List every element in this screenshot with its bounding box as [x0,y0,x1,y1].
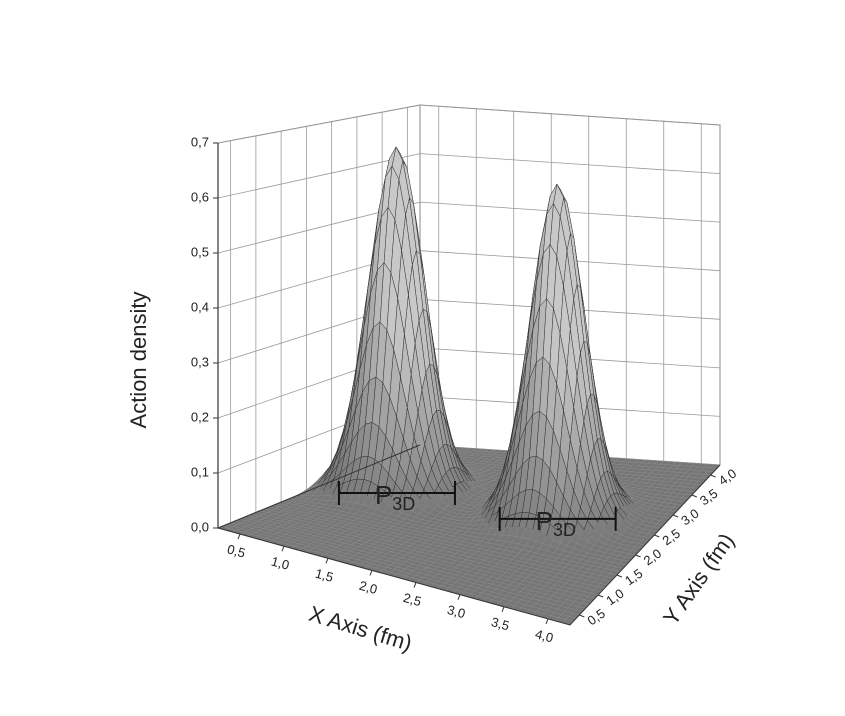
y-tick-label: 2,5 [659,526,682,549]
x-tick-label: 2,5 [402,590,423,609]
z-axis-title: Action density [126,292,151,429]
z-tick-label: 0,2 [191,409,209,424]
z-tick-label: 0,5 [191,244,209,259]
annotation-text: P [536,506,553,536]
walls [217,104,721,529]
x-tick-label: 1,0 [270,554,291,573]
annotation: P3D [536,506,576,540]
y-tick-label: 1,5 [622,566,645,589]
floor-edge [216,444,721,626]
y-tick [616,574,623,578]
grid-line [217,201,721,254]
surface [216,146,721,626]
annotation-text: P [375,480,392,510]
y-tick-label: 1,0 [603,586,626,609]
y-tick-label: 0,5 [584,606,607,629]
x-tick [413,582,417,588]
z-tick-label: 0,1 [191,464,209,479]
y-tick-label: 3,0 [678,506,701,529]
annotation-bracket [498,506,617,531]
y-tick [654,534,660,538]
grid-line [217,104,721,144]
x-tick [325,558,329,564]
y-tick-label: 4,0 [716,466,739,489]
y-tick [691,494,698,498]
x-tick [281,546,285,552]
y-tick [579,614,585,618]
x-tick [457,594,461,600]
z-tick-label: 0,4 [191,299,209,314]
x-tick [545,618,549,625]
annotation-sub: 3D [392,494,415,514]
x-tick-label: 1,5 [314,566,335,585]
x-tick [501,606,505,612]
annotation-sub: 3D [553,520,576,540]
annotation-bracket [337,480,456,505]
y-tick [710,474,716,478]
x-tick-label: 3,0 [446,602,467,621]
z-tick-label: 0,0 [191,519,209,534]
z-tick-label: 0,7 [191,134,209,149]
x-tick-label: 0,5 [226,541,247,560]
y-tick [635,554,641,558]
annotation: P3D [375,480,415,514]
y-tick-label: 3,5 [697,486,720,509]
x-tick [237,533,241,540]
z-tick-label: 0,3 [191,354,209,369]
x-axis-title: X Axis (fm) [306,601,415,656]
z-tick-label: 0,6 [191,189,209,204]
x-tick [369,570,373,576]
y-tick [672,514,679,518]
x-tick-label: 3,5 [490,614,511,633]
y-tick [597,594,604,598]
y-tick-label: 2,0 [641,546,664,569]
x-tick-label: 4,0 [534,626,555,645]
grid-line [217,153,721,199]
x-tick-label: 2,0 [358,578,379,597]
